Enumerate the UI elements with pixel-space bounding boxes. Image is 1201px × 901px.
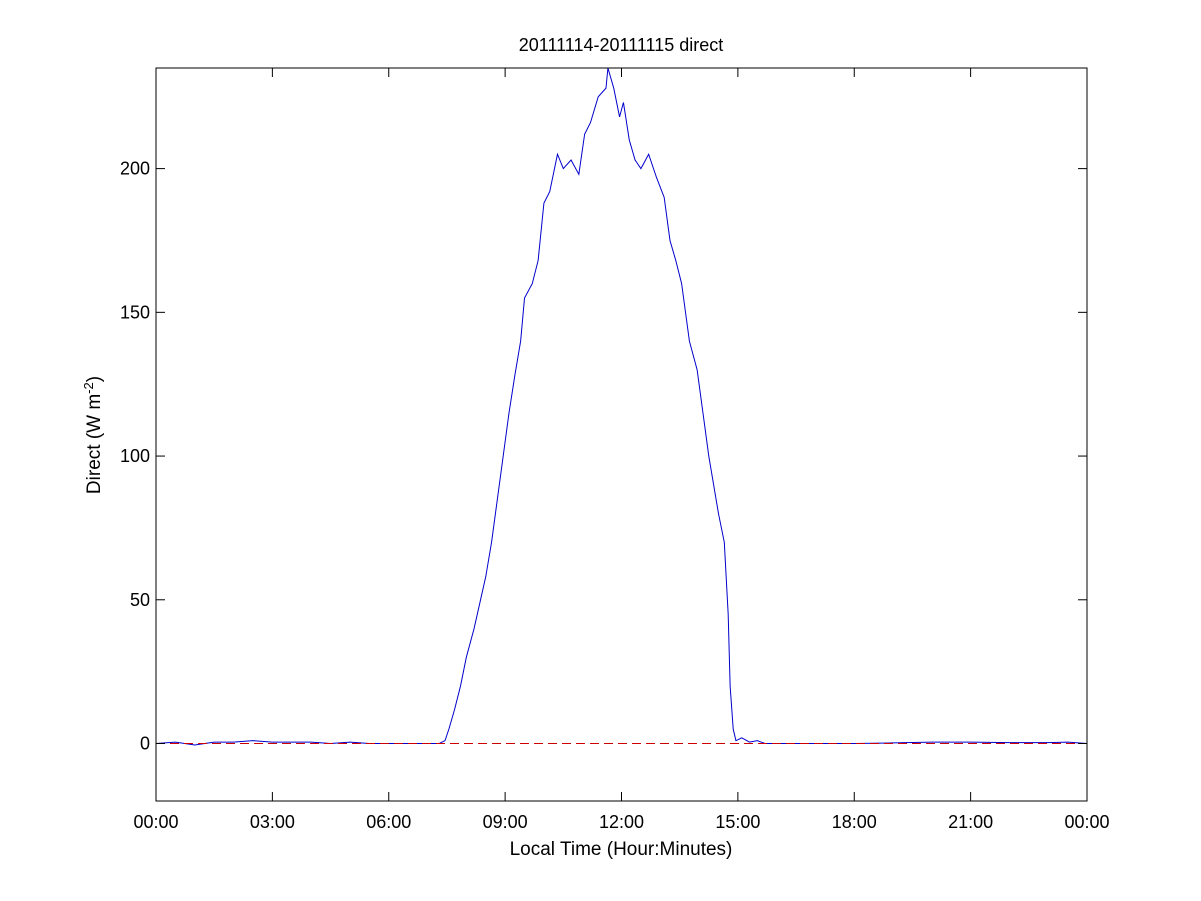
y-axis-label-superscript: -2 bbox=[81, 382, 96, 394]
x-tick-label: 06:00 bbox=[366, 812, 411, 832]
series-layer bbox=[155, 67, 1088, 746]
y-axis-label-close: ) bbox=[84, 376, 105, 382]
plot-area: 00:00 03:00 06:00 09:00 12:00 15:00 18:00 21:00… bbox=[120, 67, 1110, 832]
x-tick-label: 00:00 bbox=[1064, 812, 1109, 832]
y-tick-label: 0 bbox=[140, 734, 150, 754]
x-tick-label: 00:00 bbox=[133, 812, 178, 832]
tick-layer: 00:00 03:00 06:00 09:00 12:00 15:00 18:00 21:00… bbox=[120, 68, 1110, 832]
x-tick-label: 21:00 bbox=[948, 812, 993, 832]
y-axis-label: Direct (W m-2) bbox=[81, 376, 106, 494]
y-tick-label: 100 bbox=[120, 446, 150, 466]
y-tick-label: 150 bbox=[120, 302, 150, 322]
x-axis-label: Local Time (Hour:Minutes) bbox=[510, 839, 733, 860]
x-tick-label: 15:00 bbox=[715, 812, 760, 832]
chart-title: 20111114-20111115 direct bbox=[519, 35, 724, 55]
y-tick-label: 200 bbox=[120, 159, 150, 179]
x-tick-label: 18:00 bbox=[832, 812, 877, 832]
x-tick-label: 12:00 bbox=[599, 812, 644, 832]
plot-background bbox=[156, 68, 1087, 801]
y-axis-label-main: Direct (W m bbox=[84, 394, 105, 494]
y-tick-label: 50 bbox=[130, 590, 150, 610]
x-tick-label: 09:00 bbox=[483, 812, 528, 832]
x-tick-label: 03:00 bbox=[250, 812, 295, 832]
